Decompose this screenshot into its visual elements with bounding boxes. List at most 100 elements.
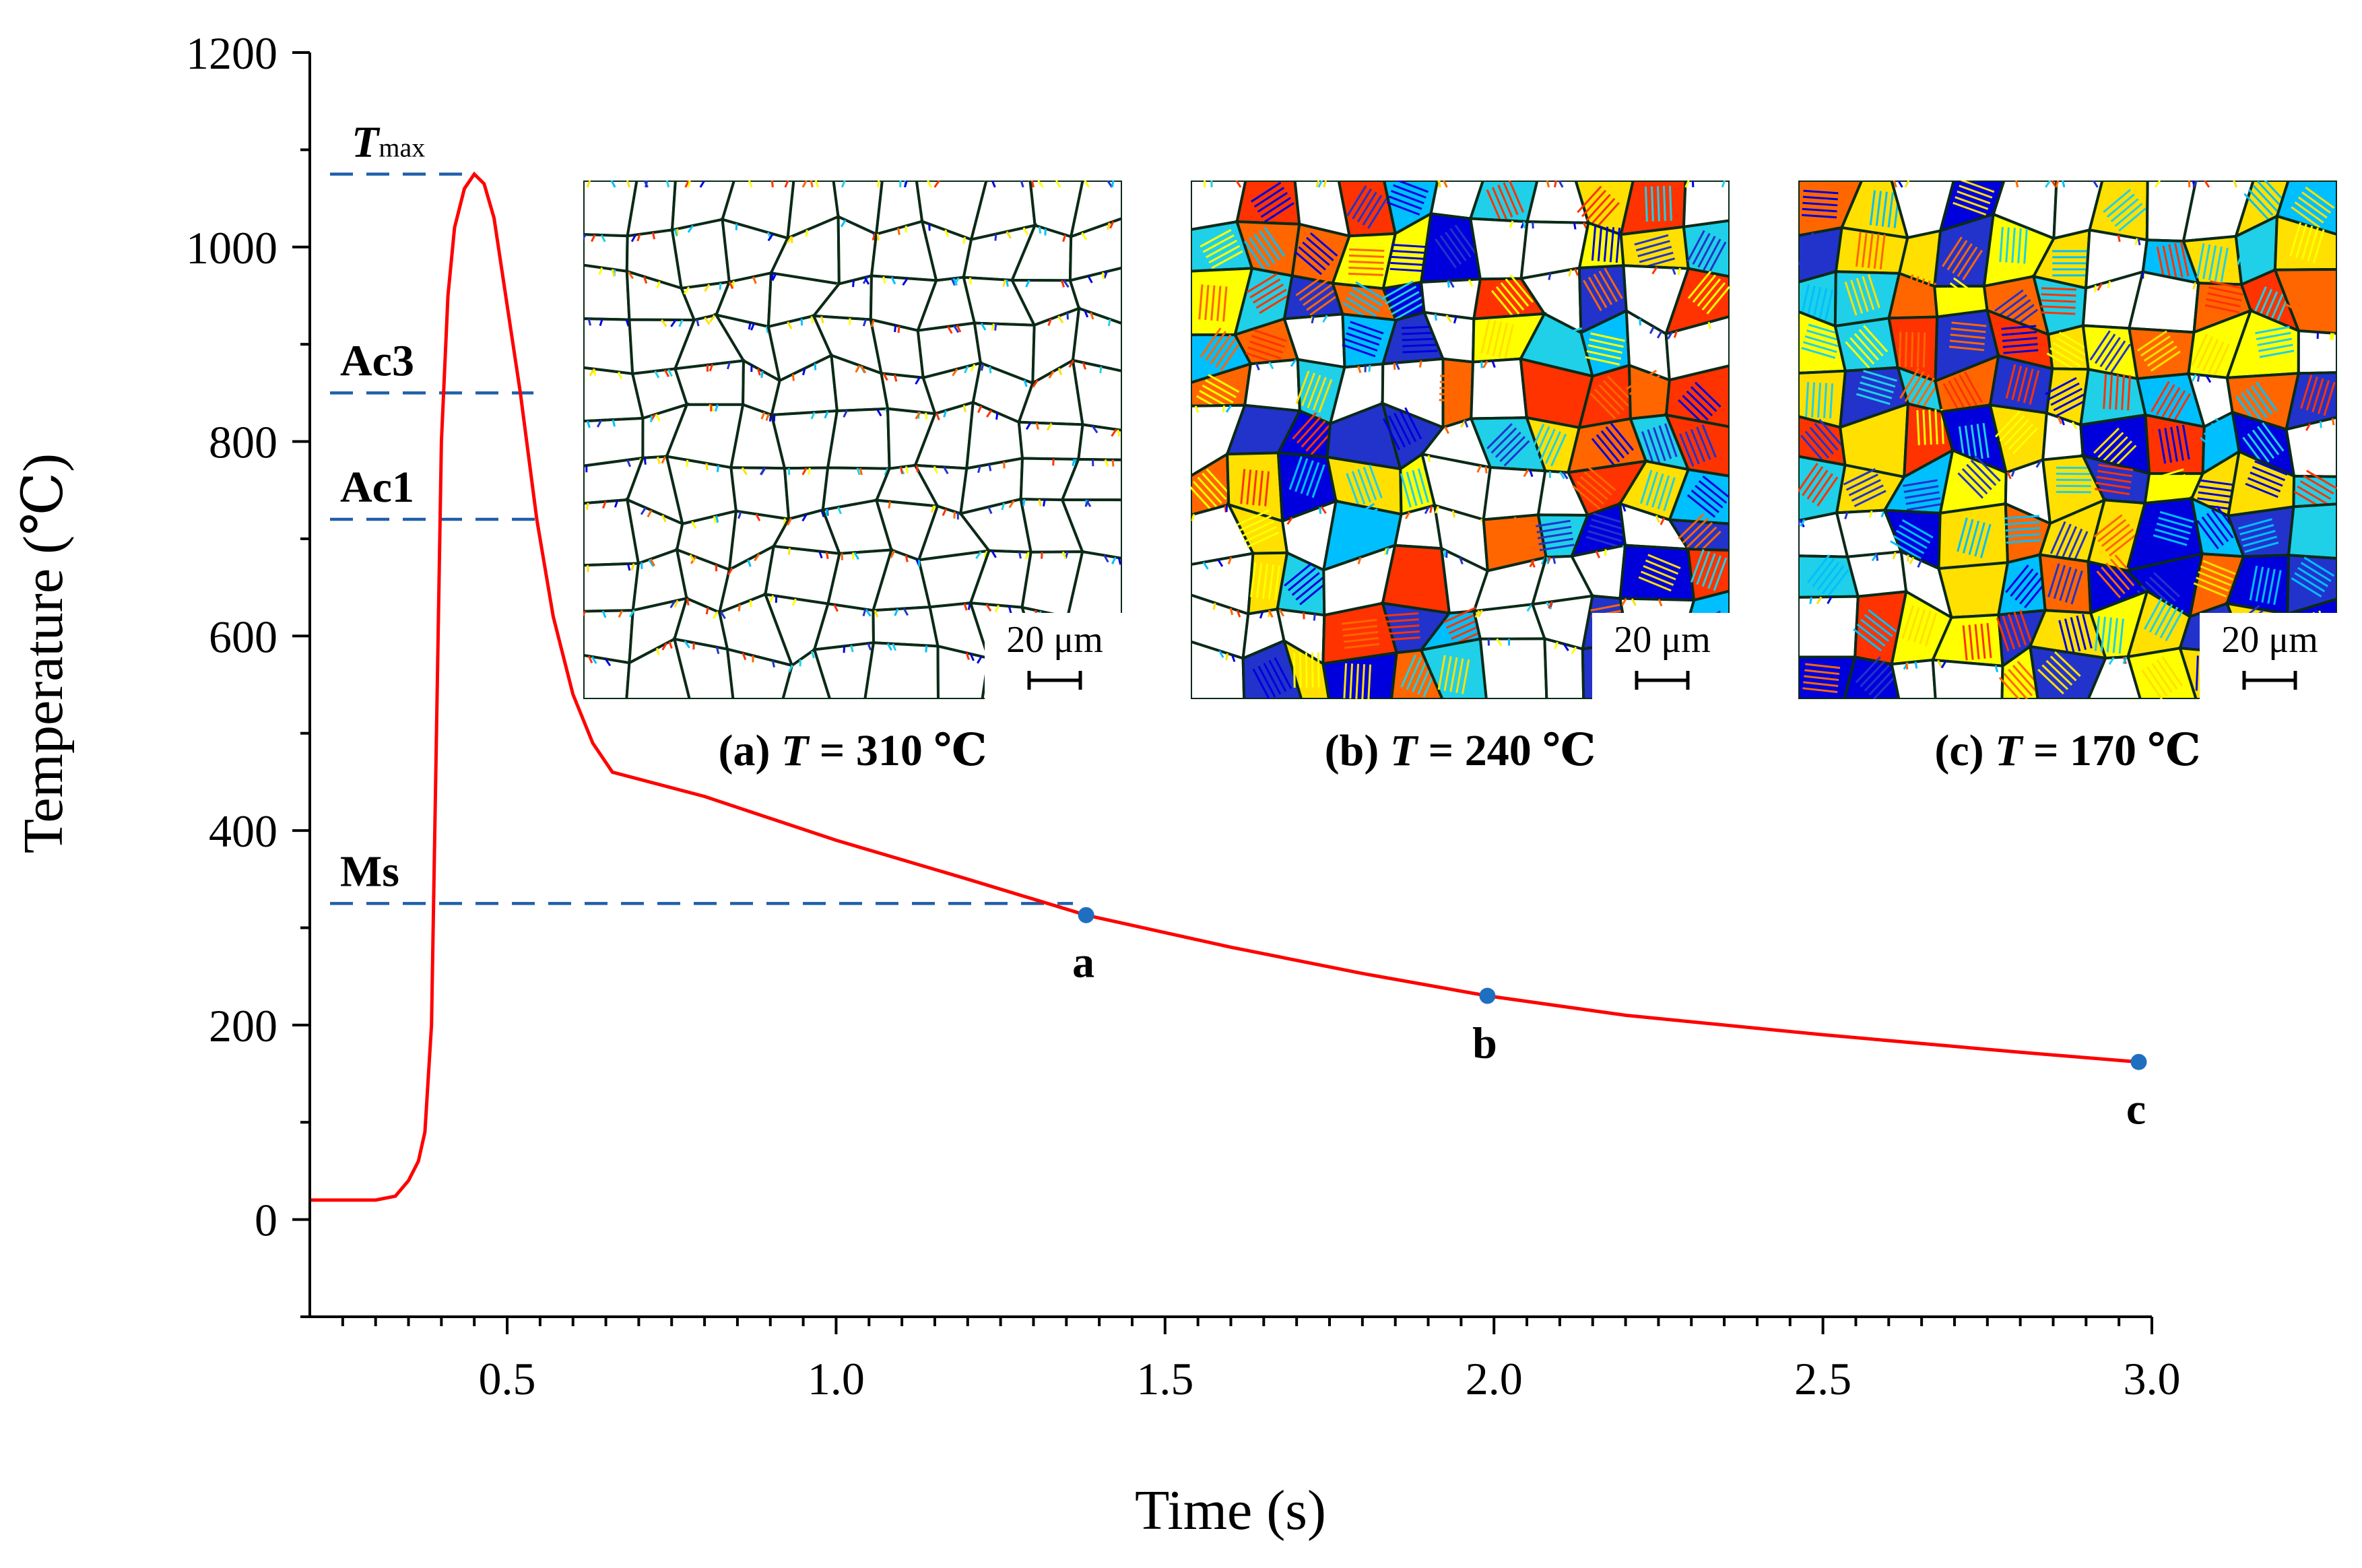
y-tick-label: 400 — [209, 806, 277, 857]
lath-hatch — [1404, 566, 1418, 601]
lath-hatch — [1346, 185, 1367, 216]
lath-hatch — [1417, 468, 1429, 503]
lath-hatch — [2127, 375, 2132, 411]
lath-hatch — [1860, 381, 1894, 394]
lath-hatch — [1400, 473, 1412, 508]
lath-hatch — [2196, 520, 2219, 550]
boundary-fringe — [670, 319, 677, 327]
lath-hatch — [2089, 330, 2111, 361]
boundary-fringe — [2191, 374, 2197, 382]
lath-hatch — [2004, 521, 2040, 526]
lath-hatch — [1803, 189, 1839, 195]
lath-hatch — [2146, 345, 2177, 367]
lath-hatch — [2196, 336, 2214, 369]
boundary-fringe — [2204, 181, 2210, 188]
lath-hatch — [1301, 420, 1326, 448]
lath-hatch — [1348, 292, 1380, 312]
lath-hatch — [1867, 274, 1880, 308]
boundary-fringe — [2320, 421, 2322, 428]
lath-hatch — [1999, 226, 2004, 263]
lath-hatch — [1386, 201, 1420, 216]
lath-hatch — [1505, 278, 1530, 307]
lath-hatch — [1803, 681, 1839, 688]
lath-hatch — [1361, 428, 1370, 464]
lath-hatch — [2294, 572, 2326, 593]
boundary-fringe — [1395, 362, 1400, 370]
lath-hatch — [1352, 188, 1373, 220]
lath-hatch — [1499, 527, 1521, 557]
lath-hatch — [1264, 202, 1294, 223]
lath-hatch — [2166, 390, 2186, 422]
lath-hatch — [1455, 658, 1464, 694]
grain-cell — [2047, 323, 2090, 371]
lath-hatch — [2156, 522, 2191, 535]
boundary-fringe — [651, 232, 656, 240]
boundary-fringe — [586, 181, 591, 188]
lath-hatch — [2307, 227, 2319, 262]
lath-hatch — [1957, 472, 1984, 499]
lath-hatch — [1544, 431, 1561, 464]
lath-hatch — [1962, 519, 1974, 554]
lath-hatch — [2306, 469, 2337, 490]
lath-hatch — [2296, 521, 2331, 533]
boundary-fringe — [810, 412, 816, 420]
lath-hatch — [2179, 241, 2190, 277]
grain-cell — [1798, 595, 1860, 659]
lath-hatch — [1409, 564, 1424, 599]
boundary-fringe — [1893, 181, 1897, 188]
lath-hatch — [1863, 370, 1897, 382]
inset-c-scale-label: 20 μm — [2221, 619, 2318, 661]
boundary-fringe — [1022, 227, 1029, 236]
boundary-fringe — [994, 323, 997, 331]
lath-hatch — [1691, 526, 1717, 553]
lath-hatch — [1686, 494, 1716, 518]
boundary-fringe — [1063, 280, 1070, 288]
boundary-fringe — [654, 370, 660, 379]
lath-hatch — [1905, 491, 1940, 499]
lath-hatch — [2114, 203, 2143, 227]
boundary-fringe — [801, 181, 808, 188]
lath-hatch — [1312, 377, 1327, 411]
lath-hatch — [1946, 287, 1976, 310]
lath-hatch — [1299, 581, 1328, 606]
lath-hatch — [1972, 570, 1988, 603]
lath-hatch — [1600, 430, 1625, 459]
lath-hatch — [1205, 379, 1237, 399]
lath-hatch — [1395, 181, 1429, 193]
boundary-fringe — [1052, 459, 1055, 466]
lath-hatch — [2056, 398, 2089, 417]
lath-hatch — [2252, 429, 2275, 459]
lath-hatch — [1864, 664, 1890, 692]
lath-hatch — [1903, 479, 1938, 487]
lath-hatch — [1346, 473, 1360, 507]
boundary-fringe — [1546, 601, 1552, 610]
lath-hatch — [1856, 277, 1869, 312]
lath-hatch — [1298, 246, 1326, 271]
boundary-fringe — [1604, 549, 1607, 556]
boundary-fringe — [994, 234, 997, 241]
lath-hatch — [2005, 533, 2041, 538]
boundary-fringe — [1368, 364, 1371, 372]
lath-hatch — [2257, 181, 2283, 208]
lath-hatch — [1802, 214, 1837, 219]
lath-hatch — [1435, 238, 1457, 269]
lath-hatch — [1867, 232, 1874, 268]
x-axis-title: Time (s) — [1135, 1479, 1326, 1542]
boundary-fringe — [656, 281, 661, 289]
boundary-fringe — [1437, 181, 1442, 188]
lath-hatch — [1361, 664, 1366, 699]
grain-cell — [725, 647, 794, 699]
lath-hatch — [2202, 560, 2236, 575]
boundary-fringe — [863, 277, 870, 285]
lath-hatch — [2056, 337, 2087, 357]
boundary-fringe — [1447, 280, 1450, 288]
boundary-fringe — [862, 319, 867, 327]
boundary-fringe — [833, 604, 839, 612]
boundary-fringe — [1384, 548, 1387, 556]
lath-hatch — [1603, 226, 1609, 262]
boundary-fringe — [897, 326, 900, 333]
lath-hatch — [1350, 321, 1384, 335]
grain-cell — [670, 218, 731, 290]
lath-hatch — [1492, 321, 1503, 356]
boundary-fringe — [728, 281, 734, 290]
